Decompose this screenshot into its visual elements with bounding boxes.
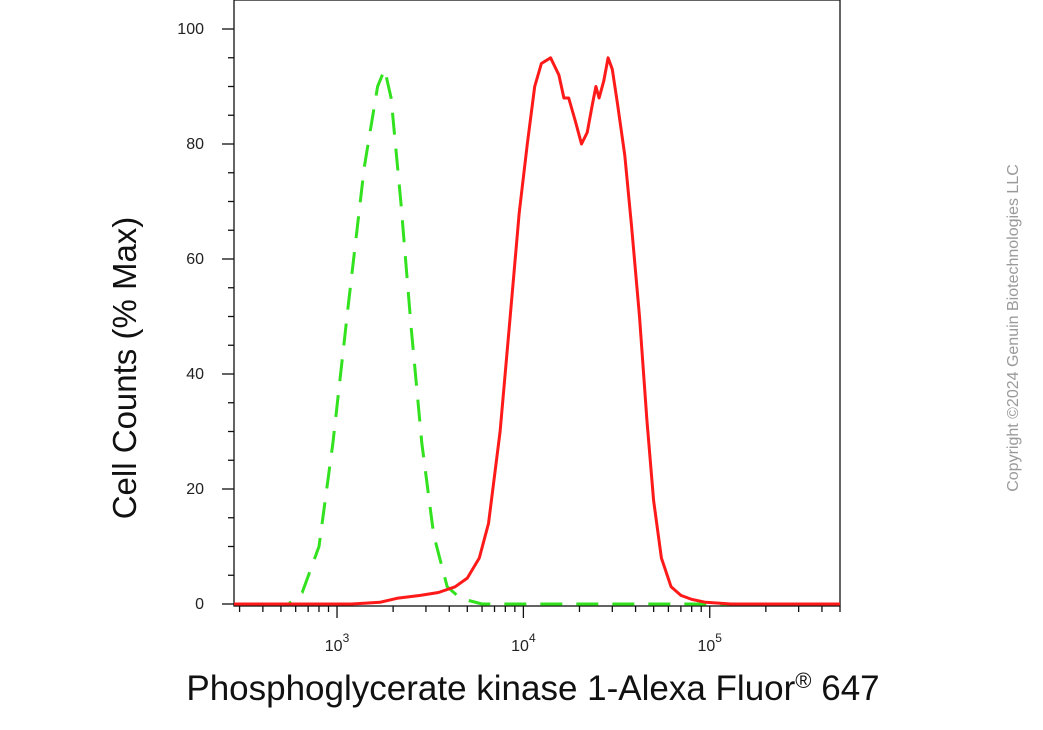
y-tick-label: 40 — [186, 366, 204, 383]
series-line-solid — [234, 56, 840, 606]
x-tick-label: 103 — [325, 631, 350, 655]
plot-frame — [233, 0, 841, 607]
x-axis-label-main: Phosphoglycerate kinase 1-Alexa Fluor — [186, 669, 795, 708]
y-tick-label: 80 — [186, 136, 204, 153]
x-axis: 103 104 105 — [238, 606, 841, 655]
x-tick-label: 105 — [697, 631, 722, 655]
y-tick-label: 20 — [186, 481, 204, 498]
series-line-dashed — [234, 67, 840, 606]
y-axis-label: Cell Counts (% Max) — [106, 217, 143, 520]
y-axis: 0 20 40 60 80 100 — [177, 21, 234, 613]
copyright-watermark: Copyright ©2024 Genuin Biotechnologies L… — [1005, 164, 1022, 492]
y-tick-label: 100 — [177, 21, 204, 38]
y-tick-label: 0 — [195, 596, 204, 613]
y-tick-label: 60 — [186, 251, 204, 268]
x-axis-label: Phosphoglycerate kinase 1-Alexa Fluor® 6… — [186, 668, 879, 708]
x-axis-label-registered: ® — [795, 668, 811, 693]
x-axis-label-suffix: 647 — [812, 669, 880, 708]
series-layer — [234, 56, 840, 606]
x-tick-label: 104 — [511, 631, 536, 655]
